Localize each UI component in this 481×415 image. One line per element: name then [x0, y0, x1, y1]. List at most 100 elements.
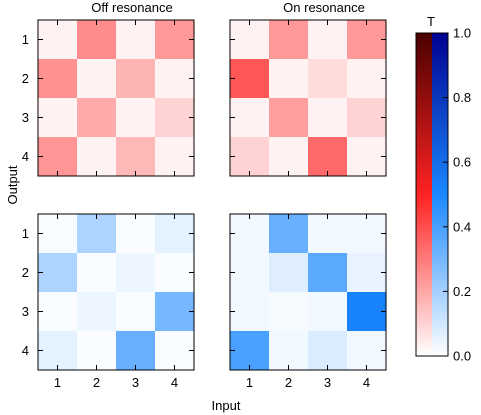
x-axis-label: Input [212, 398, 241, 413]
heatmap-cell [347, 253, 387, 293]
colorbar-tick-label: 0.4 [453, 219, 471, 234]
heatmap-cell [116, 137, 156, 177]
heatmap-cell [347, 98, 387, 138]
heatmap-cell [308, 137, 348, 177]
heatmap-cell [269, 253, 309, 293]
heatmap-panels: 1 2 3 4 1 1 2 2 3 3 4 4 1 2 3 4 [22, 19, 387, 390]
heatmap-cell [230, 214, 270, 254]
heatmap-cell [77, 98, 117, 138]
panel-bottom-left: 1 1 2 2 3 3 4 4 [22, 213, 195, 390]
heatmap-cell [38, 331, 78, 371]
heatmap-cell [77, 253, 117, 293]
y-axis-label: Output [5, 165, 20, 204]
colorbar-frame [415, 32, 449, 357]
heatmap-cell [38, 59, 78, 99]
heatmap-cell [116, 331, 156, 371]
heatmap-cell [230, 59, 270, 99]
heatmap-cell [38, 292, 78, 332]
heatmap-cell [155, 59, 195, 99]
heatmap-cell [269, 292, 309, 332]
x-tick-label: 2 [93, 375, 100, 390]
heatmap-cell [347, 292, 387, 332]
heatmap-cell [308, 292, 348, 332]
heatmap-cell [77, 20, 117, 60]
panel-title-off: Off resonance [91, 0, 172, 15]
panel-top-right [229, 19, 387, 177]
heatmap-cell [155, 98, 195, 138]
heatmap-cell [269, 137, 309, 177]
heatmap-cell [77, 331, 117, 371]
colorbar-ticks: 0.0 0.2 0.4 0.6 0.8 1.0 [443, 26, 471, 364]
colorbar-tick-label: 1.0 [453, 26, 471, 41]
heatmap-cell [230, 331, 270, 371]
heatmap-cell [155, 253, 195, 293]
heatmap-cell [347, 137, 387, 177]
colorbar-blue [432, 33, 448, 356]
heatmap-cell [116, 98, 156, 138]
panel-frame [37, 19, 195, 177]
colorbar-tick-label: 0.8 [453, 90, 471, 105]
y-tick-label: 4 [22, 343, 29, 358]
heatmap-cell [116, 292, 156, 332]
heatmap-cell [308, 253, 348, 293]
y-tick-label: 2 [22, 71, 29, 86]
heatmap-cell [38, 98, 78, 138]
heatmap-cell [308, 331, 348, 371]
heatmap-cell [269, 59, 309, 99]
heatmap-cell [347, 59, 387, 99]
heatmap-cell [308, 20, 348, 60]
heatmap-cell [38, 214, 78, 254]
panel-top-left: 1 2 3 4 [22, 19, 195, 177]
heatmap-cell [155, 214, 195, 254]
heatmap-cell [155, 20, 195, 60]
heatmap-cell [77, 59, 117, 99]
heatmap-cell [38, 20, 78, 60]
colorbar-tick-label: 0.6 [453, 155, 471, 170]
heatmap-cell [269, 98, 309, 138]
heatmap-cell [269, 20, 309, 60]
heatmap-cell [230, 98, 270, 138]
heatmap-cell [77, 214, 117, 254]
heatmap-cell [77, 137, 117, 177]
x-tick-label: 2 [285, 375, 292, 390]
colorbar-red [416, 33, 432, 356]
heatmap-cell [155, 292, 195, 332]
colorbar: 0.0 0.2 0.4 0.6 0.8 1.0 [415, 26, 471, 364]
panel-title-on: On resonance [283, 0, 365, 15]
heatmap-cell [116, 214, 156, 254]
panel-frame [229, 19, 387, 177]
colorbar-tick-label: 0.2 [453, 284, 471, 299]
heatmap-cell [77, 292, 117, 332]
y-tick-label: 1 [22, 32, 29, 47]
panel-frame [37, 213, 195, 371]
heatmap-cell [308, 59, 348, 99]
y-tick-label: 3 [22, 110, 29, 125]
x-tick-label: 3 [132, 375, 139, 390]
heatmap-cell [116, 253, 156, 293]
panel-frame [229, 213, 387, 371]
colorbar-title: T [427, 14, 435, 29]
heatmap-cell [347, 331, 387, 371]
heatmap-cell [230, 292, 270, 332]
x-tick-label: 1 [54, 375, 61, 390]
heatmap-cell [38, 137, 78, 177]
heatmap-cell [347, 20, 387, 60]
heatmap-cell [116, 20, 156, 60]
heatmap-cell [230, 20, 270, 60]
y-tick-label: 4 [22, 149, 29, 164]
heatmap-cell [269, 214, 309, 254]
heatmap-cell [308, 98, 348, 138]
x-tick-label: 4 [171, 375, 178, 390]
heatmap-cell [269, 331, 309, 371]
heatmap-cell [155, 331, 195, 371]
x-tick-label: 3 [324, 375, 331, 390]
x-tick-label: 1 [246, 375, 253, 390]
y-tick-label: 2 [22, 265, 29, 280]
heatmap-cell [116, 59, 156, 99]
heatmap-cell [38, 253, 78, 293]
panel-bottom-right: 1 2 3 4 [229, 213, 387, 390]
heatmap-cell [347, 214, 387, 254]
heatmap-cell [230, 253, 270, 293]
heatmap-cell [308, 214, 348, 254]
